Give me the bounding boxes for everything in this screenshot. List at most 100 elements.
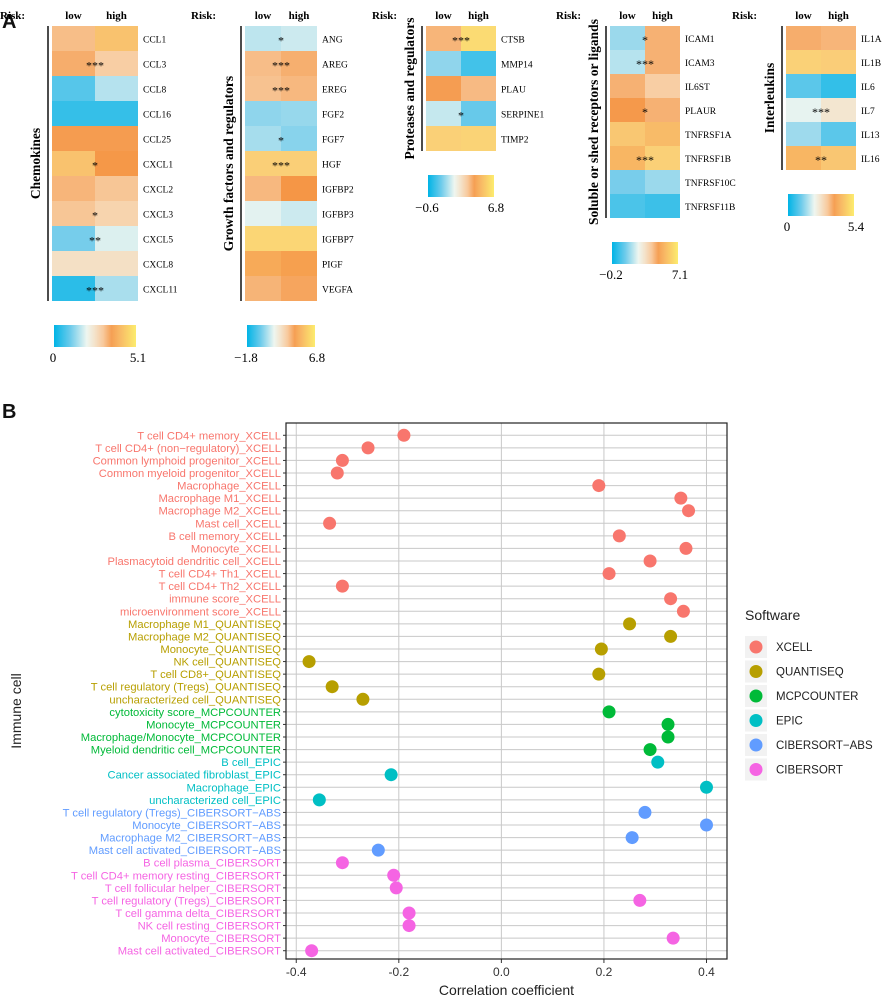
significance-mark: *	[92, 159, 98, 173]
heatmap-cell	[245, 201, 281, 226]
legend-key-dot	[749, 689, 763, 703]
data-point	[397, 428, 411, 442]
heatmap-cell	[245, 176, 281, 201]
row-label: IGFBP3	[322, 211, 354, 221]
heatmap-cell	[281, 101, 317, 126]
heatmap-cell	[95, 226, 138, 251]
low-column-label: low	[65, 10, 82, 22]
heatmap-cell	[281, 276, 317, 301]
heatmap-cell	[52, 76, 95, 101]
significance-mark: *	[642, 33, 648, 47]
data-point	[402, 906, 416, 920]
data-point	[389, 881, 403, 895]
heatmap-cell	[786, 146, 821, 170]
y-tick-label: Monocyte_QUANTISEQ	[160, 644, 281, 656]
legend-key-dot	[749, 738, 763, 752]
data-point	[335, 579, 349, 593]
heatmap-cell	[610, 26, 645, 50]
y-tick-label: Macrophage_EPIC	[186, 782, 281, 794]
heatmap-cell	[610, 170, 645, 194]
heatmap-cell	[52, 201, 95, 226]
row-label: ANG	[322, 36, 343, 46]
heatmap-cell	[786, 98, 821, 122]
heatmap-cell	[426, 76, 461, 101]
heatmap-cell	[610, 74, 645, 98]
group-title: Interleukins	[762, 63, 777, 134]
heatmap-0: Risk: low highCCL1CCL3***CCL8CCL16CCL25CXC…	[0, 10, 178, 365]
data-point	[664, 629, 678, 643]
significance-mark: *	[458, 109, 464, 123]
y-tick-label: NK cell_QUANTISEQ	[173, 657, 281, 669]
row-label: EREG	[322, 86, 347, 96]
colorbar-min-label: −0.6	[415, 200, 439, 215]
data-point	[592, 479, 606, 493]
risk-label: Risk:	[556, 10, 581, 22]
x-tick-label: -0.2	[388, 965, 409, 979]
panel-b-label: B	[2, 401, 16, 423]
row-label: TIMP2	[501, 136, 529, 146]
significance-mark: *	[642, 105, 648, 119]
row-label: IL1B	[861, 59, 881, 69]
heatmap-cell	[245, 51, 281, 76]
y-tick-label: immune score_XCELL	[169, 594, 281, 606]
y-tick-label: Mast cell_XCELL	[195, 518, 281, 530]
heatmap-cell	[52, 126, 95, 151]
significance-mark: **	[815, 153, 827, 167]
y-tick-label: Mast cell activated_CIBERSORT−ABS	[89, 845, 281, 857]
heatmap-cell	[95, 101, 138, 126]
heatmap-cell	[645, 122, 680, 146]
y-tick-label: cytotoxicity score_MCPCOUNTER	[109, 707, 281, 719]
x-tick-label: 0.4	[698, 965, 715, 979]
y-tick-label: uncharacterized cell_QUANTISEQ	[109, 694, 281, 706]
row-label: FGF7	[322, 136, 344, 146]
heatmap-cell	[610, 98, 645, 122]
row-label: ICAM3	[685, 59, 715, 69]
y-tick-label: Macrophage M2_XCELL	[158, 506, 281, 518]
row-label: TNFRSF1A	[685, 131, 732, 141]
y-tick-label: T cell regulatory (Tregs)_QUANTISEQ	[91, 682, 282, 694]
heatmap-cell	[52, 101, 95, 126]
data-point	[661, 730, 675, 744]
data-point	[682, 504, 696, 518]
legend-key-dot	[749, 640, 763, 654]
heatmap-cell	[95, 276, 138, 301]
heatmap-cell	[95, 51, 138, 76]
y-tick-label: T cell regulatory (Tregs)_CIBERSORT−ABS	[63, 807, 281, 819]
y-tick-label: Macrophage_XCELL	[177, 481, 281, 493]
significance-mark: *	[278, 34, 284, 48]
row-label: VEGFA	[322, 286, 353, 296]
row-label: CXCL5	[143, 236, 173, 246]
colorbar-max-label: 6.8	[309, 350, 325, 365]
heatmap-cell	[610, 50, 645, 74]
row-label: ICAM1	[685, 35, 715, 45]
data-point	[402, 919, 416, 933]
row-label: IL1A	[861, 35, 882, 45]
heatmap-cell	[645, 146, 680, 170]
y-tick-label: Macrophage M2_QUANTISEQ	[128, 631, 281, 643]
legend-key-dot	[749, 665, 763, 678]
heatmap-cell	[786, 26, 821, 50]
data-point	[602, 567, 616, 581]
colorbar	[428, 175, 494, 197]
heatmap-cell	[821, 26, 856, 50]
data-point	[699, 818, 713, 832]
group-title: Growth factors and regulators	[221, 76, 236, 251]
y-tick-label: Cancer associated fibroblast_EPIC	[108, 770, 282, 782]
row-label: MMP14	[501, 61, 533, 71]
heatmap-cell	[245, 26, 281, 51]
heatmap-cell	[245, 251, 281, 276]
data-point	[302, 655, 316, 669]
significance-mark: ***	[86, 59, 104, 73]
heatmap-cell	[281, 126, 317, 151]
significance-mark: ***	[272, 59, 290, 73]
heatmap-cell	[645, 98, 680, 122]
heatmap-4: Risk: low high IL1A IL1B IL6 IL7 *** IL13 IL16 ** I…	[732, 10, 882, 234]
heatmap-cell	[245, 226, 281, 251]
y-tick-label: Macrophage M2_CIBERSORT−ABS	[100, 833, 281, 845]
y-tick-label: Monocyte_CIBERSORT−ABS	[132, 820, 281, 832]
row-label: CCL16	[143, 111, 171, 121]
data-point	[664, 592, 678, 606]
row-label: SERPINE1	[501, 111, 545, 121]
data-point	[633, 893, 647, 907]
legend-entry-label: XCELL	[776, 642, 813, 654]
